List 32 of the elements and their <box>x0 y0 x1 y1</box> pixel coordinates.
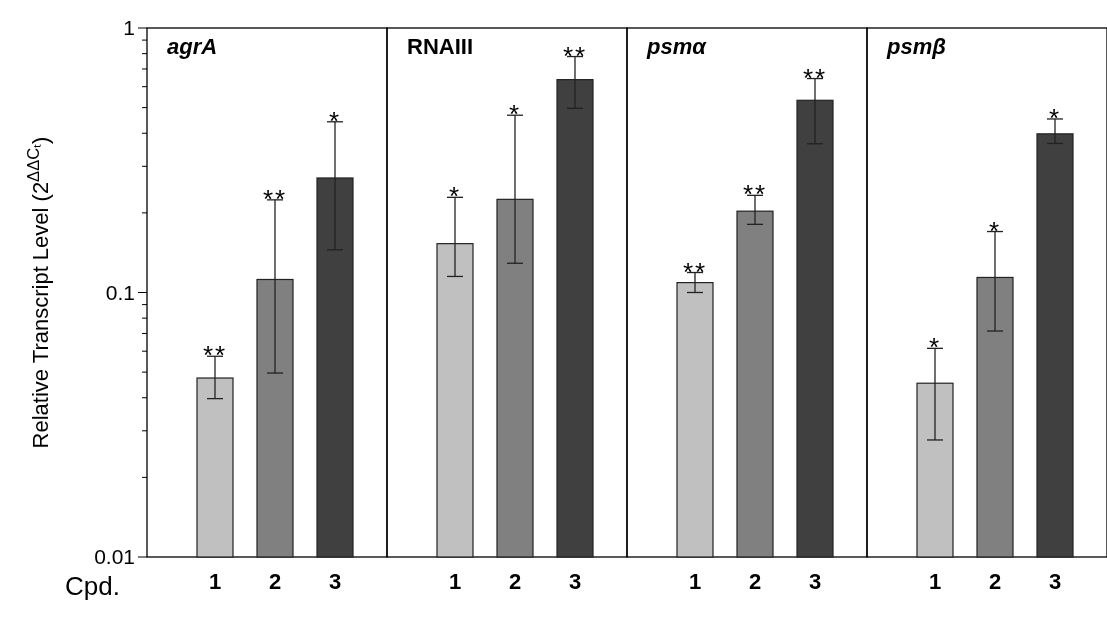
x-tick-label: 1 <box>928 569 942 594</box>
chart-title: psmα <box>646 34 708 59</box>
annotation: * <box>988 215 1002 246</box>
annotation: * <box>508 99 522 130</box>
chart-title: psmβ <box>886 34 946 59</box>
x-tick-label: 3 <box>568 569 582 594</box>
x-tick-label: 1 <box>208 569 222 594</box>
x-tick-label: 3 <box>1048 569 1062 594</box>
x-tick-label: 3 <box>328 569 342 594</box>
y-tick-label: 0.1 <box>105 280 135 304</box>
chart-title: agrA <box>167 34 218 59</box>
x-tick-label: 2 <box>748 569 762 594</box>
y-tick-label: 0.01 <box>94 545 135 569</box>
x-tick-label: 2 <box>988 569 1002 594</box>
annotation: ** <box>742 179 768 210</box>
x-tick-label: 1 <box>688 569 702 594</box>
annotation: ** <box>562 40 588 71</box>
x-axis-title: Cpd. <box>65 571 120 601</box>
x-tick-label: 3 <box>808 569 822 594</box>
annotation: ** <box>802 62 828 93</box>
x-tick-label: 2 <box>268 569 282 594</box>
annotation: * <box>1048 102 1062 133</box>
annotation: ** <box>682 256 708 287</box>
x-tick-label: 2 <box>508 569 522 594</box>
annotation: * <box>328 105 342 136</box>
annotation: ** <box>202 340 228 371</box>
chart-title: RNAIII <box>407 34 473 59</box>
y-tick-label: 1 <box>123 16 135 40</box>
annotation: * <box>448 181 462 212</box>
annotation: ** <box>262 183 288 214</box>
annotation: * <box>928 332 942 363</box>
x-tick-label: 1 <box>448 569 462 594</box>
